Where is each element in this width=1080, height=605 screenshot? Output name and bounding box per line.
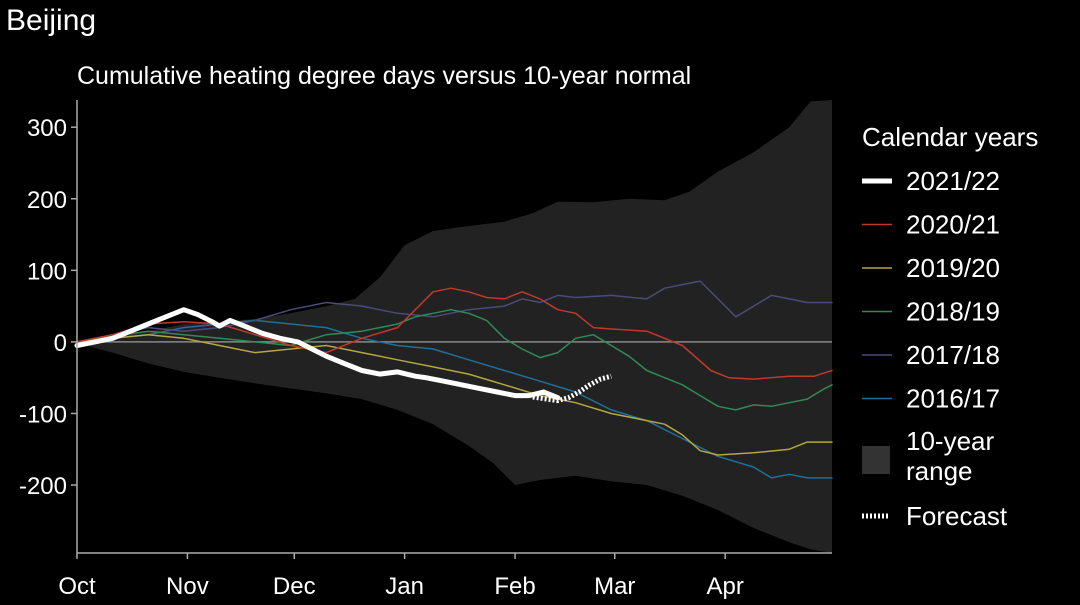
legend-entry: 2016/17 <box>906 384 1000 414</box>
legend: Calendar years 2021/22 2020/21 2019/20 2018/… <box>862 122 1038 531</box>
y-tick-label: -100 <box>19 401 67 428</box>
legend-title: Calendar years <box>862 122 1038 152</box>
x-tick-label: Mar <box>594 573 635 600</box>
x-tick-label: Jan <box>385 573 424 600</box>
y-tick-label: 200 <box>27 187 67 214</box>
axes: 300 200 100 0 -100 -200 Oct Nov Dec Jan Feb Mar Apr <box>19 100 832 600</box>
legend-entry: 2018/19 <box>906 297 1000 327</box>
y-tick-label: 100 <box>27 258 67 285</box>
range-band <box>77 100 832 553</box>
x-tick-label: Dec <box>273 573 316 600</box>
x-tick-label: Apr <box>706 573 743 600</box>
legend-range-label: range <box>906 456 973 486</box>
legend-entry: 2021/22 <box>906 166 1000 196</box>
legend-entry: 2020/21 <box>906 210 1000 240</box>
series-line-2021-22 <box>74 307 561 401</box>
forecast-line <box>532 373 612 404</box>
chart-title: Cumulative heating degree days versus 10… <box>77 62 692 90</box>
series-line-2020-21 <box>76 287 833 380</box>
series-line-2017-18 <box>76 280 833 343</box>
y-tick-label: -200 <box>19 473 67 500</box>
page-title: Beijing <box>6 4 97 37</box>
legend-range-label: 10-year <box>906 426 994 456</box>
x-tick-label: Oct <box>58 573 96 600</box>
legend-range-swatch <box>862 446 890 474</box>
plot-area <box>74 100 833 553</box>
y-tick-label: 0 <box>54 330 67 357</box>
x-tick-label: Feb <box>494 573 535 600</box>
legend-entry: 2019/20 <box>906 253 1000 283</box>
series-line-2018-19 <box>76 308 833 411</box>
series-line-2019-20 <box>76 333 833 456</box>
x-tick-label: Nov <box>166 573 209 600</box>
y-tick-label: 300 <box>27 115 67 142</box>
legend-entry: 2017/18 <box>906 340 1000 370</box>
legend-forecast-label: Forecast <box>906 501 1008 531</box>
